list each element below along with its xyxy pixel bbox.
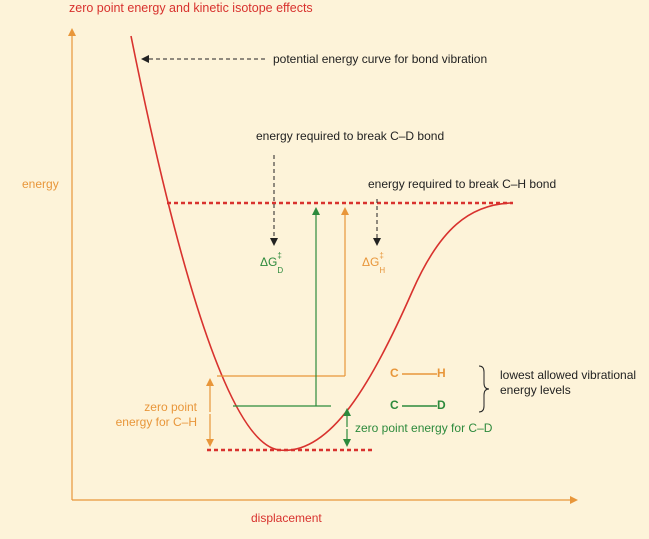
delta-g-d-base: ΔG (260, 255, 278, 269)
cd-carbon-atom: C (390, 398, 399, 412)
delta-g-h-base: ΔG (362, 255, 380, 269)
levels-brace (478, 365, 490, 413)
ch-hydrogen-atom: H (437, 366, 446, 380)
ch-carbon-atom: C (390, 366, 399, 380)
diagram-title: zero point energy and kinetic isotope ef… (69, 1, 313, 15)
delta-g-d-label: ΔG ‡ D (260, 251, 284, 276)
energy-ch-label: energy required to break C–H bond (368, 177, 557, 191)
lowest-levels-line1: lowest allowed vibrational (500, 368, 637, 382)
energy-cd-label: energy required to break C–D bond (256, 129, 445, 143)
delta-g-d-sub: D (277, 266, 284, 276)
y-axis-label: energy (22, 177, 59, 191)
zpe-cd-label: zero point energy for C–D (355, 421, 493, 435)
lowest-levels-line2: energy levels (500, 383, 571, 397)
delta-g-h-sup: ‡ (379, 251, 384, 260)
zpe-ch-label: zero point energy for C–H (96, 400, 197, 430)
zpe-ch-label-line1: zero point (144, 400, 197, 414)
x-axis-label: displacement (251, 511, 322, 525)
cd-deuterium-atom: D (437, 398, 446, 412)
lowest-levels-label: lowest allowed vibrational energy levels (500, 368, 636, 398)
potential-energy-curve (130, 35, 511, 452)
potential-curve-label: potential energy curve for bond vibratio… (273, 52, 488, 66)
delta-g-h-label: ΔG ‡ H (362, 251, 386, 276)
zpe-ch-label-line2: energy for C–H (115, 415, 197, 429)
delta-g-h-sub: H (379, 266, 386, 276)
delta-g-d-sup: ‡ (277, 251, 282, 260)
